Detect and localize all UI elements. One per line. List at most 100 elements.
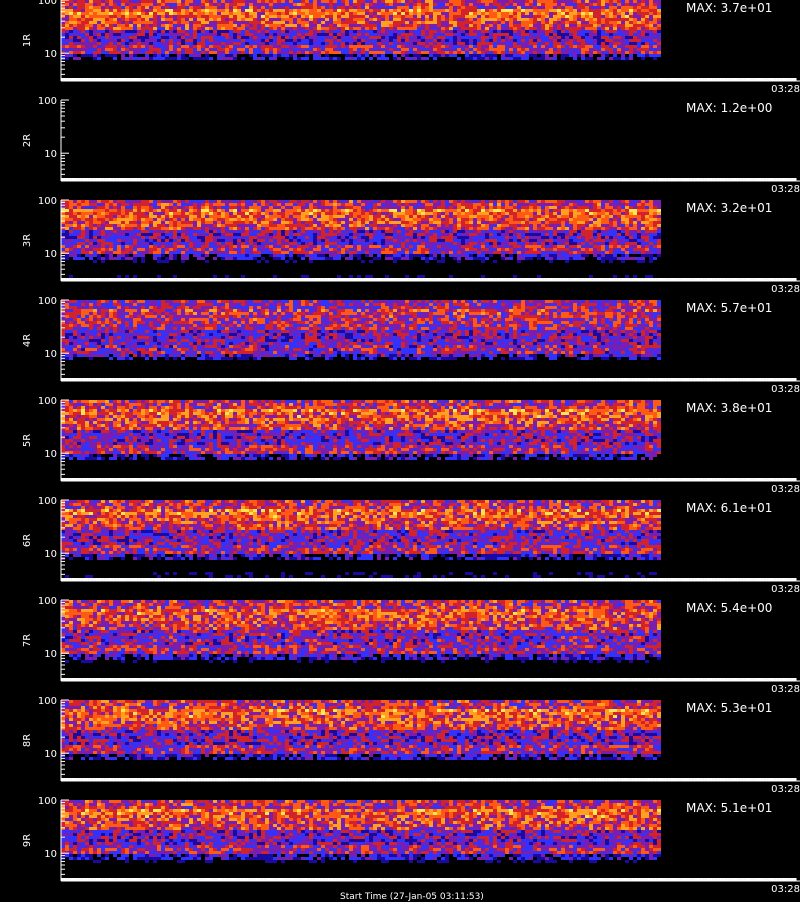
heatmap-cell [65,54,69,57]
heatmap-cell [385,57,389,60]
heatmap-cell [249,42,253,45]
heatmap-cell [429,27,433,30]
heatmap-cell [397,48,401,51]
heatmap-cell [513,0,517,3]
heatmap-cell [197,200,201,203]
heatmap-cell [385,9,389,12]
heatmap-cell [221,21,225,24]
heatmap-cell [277,45,281,48]
heatmap-cell [277,200,281,203]
heatmap-cell [657,39,661,42]
heatmap-cell [565,6,569,9]
heatmap-cell [501,39,505,42]
heatmap-cell [233,51,237,54]
heatmap-cell [513,15,517,18]
heatmap-cell [437,3,441,6]
heatmap-cell [281,30,285,33]
heatmap-cell [477,51,481,54]
heatmap-cell [433,21,437,24]
heatmap-cell [569,54,573,57]
heatmap-cell [353,6,357,9]
heatmap-cell [421,3,425,6]
heatmap-cell [629,21,633,24]
heatmap-cell [373,18,377,21]
heatmap-cell [169,24,173,27]
heatmap-cell [237,0,241,3]
heatmap-cell [557,0,561,3]
heatmap-cell [397,45,401,48]
heatmap-cell [373,21,377,24]
heatmap-cell [329,42,333,45]
heatmap-cell [513,36,517,39]
heatmap-cell [569,18,573,21]
heatmap-cell [557,30,561,33]
heatmap-cell [473,42,477,45]
heatmap-cell [265,21,269,24]
heatmap-cell [269,21,273,24]
heatmap-cell [81,33,85,36]
heatmap-cell [233,9,237,12]
heatmap-cells [61,200,661,278]
heatmap-cell [561,48,565,51]
heatmap-cell [329,18,333,21]
heatmap-cell [141,9,145,12]
heatmap-cell [393,9,397,12]
heatmap-cell [585,24,589,27]
heatmap-cell [649,21,653,24]
heatmap-cell [549,3,553,6]
heatmap-cell [337,27,341,30]
heatmap-cell [541,27,545,30]
heatmap-cell [657,36,661,39]
heatmap-cell [653,42,657,45]
heatmap-cell [305,39,309,42]
heatmap-cell [117,36,121,39]
heatmap-cell [617,0,621,3]
heatmap-cell [529,45,533,48]
heatmap-cell [349,51,353,54]
heatmap-cell [349,0,353,3]
heatmap-cell [121,33,125,36]
heatmap-cell [257,27,261,30]
heatmap-cell [285,48,289,51]
heatmap-cell [481,57,485,60]
heatmap-cell [501,36,505,39]
heatmap-cell [365,45,369,48]
heatmap-cell [553,57,557,60]
heatmap-cell [429,18,433,21]
heatmap-cell [89,24,93,27]
heatmap-cell [157,9,161,12]
heatmap-cell [529,6,533,9]
heatmap-cell [265,18,269,21]
heatmap-cell [433,24,437,27]
heatmap-cell [649,39,653,42]
heatmap-cell [393,51,397,54]
heatmap-cell [625,9,629,12]
y-tick-label: 100 [38,0,57,7]
heatmap-cell [401,18,405,21]
heatmap-cell [265,27,269,30]
heatmap-cell [445,57,449,60]
heatmap-cell [149,39,153,42]
heatmap-cell [97,48,101,51]
heatmap-cell [505,15,509,18]
heatmap-cell [649,12,653,15]
heatmap-cell [213,21,217,24]
heatmap-cell [489,6,493,9]
heatmap-cell [369,3,373,6]
heatmap-cell [289,27,293,30]
heatmap-cell [585,18,589,21]
heatmap-cell [561,30,565,33]
heatmap-cell [145,27,149,30]
heatmap-cell [257,18,261,21]
heatmap-cell [193,45,197,48]
heatmap-cell [213,42,217,45]
heatmap-cell [77,9,81,12]
heatmap-cell [349,15,353,18]
heatmap-cell [101,3,105,6]
heatmap-cell [77,48,81,51]
heatmap-cell [81,57,85,60]
heatmap-cell [561,15,565,18]
heatmap-cell [597,21,601,24]
heatmap-cell [589,54,593,57]
heatmap-cell [245,48,249,51]
